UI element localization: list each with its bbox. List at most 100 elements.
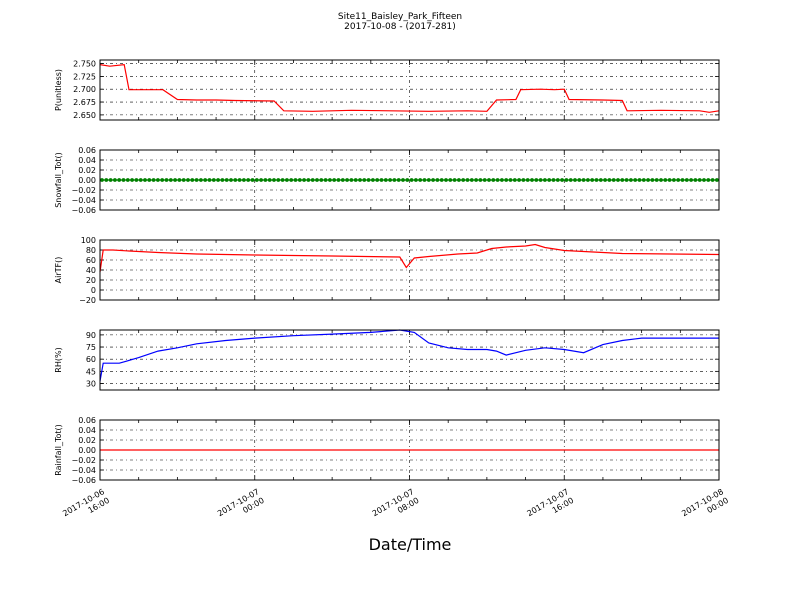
y-tick-label: −0.06 [71,206,96,215]
series-point [371,178,375,182]
x-axis-label: Date/Time [369,535,452,554]
y-tick-label: 0.06 [78,416,96,425]
series-point [568,178,573,182]
series-point [220,178,225,182]
panel-frame [99,59,720,121]
series-point [452,178,457,182]
series-point [263,178,268,182]
series-line [99,243,720,273]
series-point [474,178,478,182]
series-point [667,178,672,182]
series-point [525,178,530,182]
series-point [353,178,358,182]
series-point [233,178,238,182]
series-point [611,178,616,182]
series-point [100,178,104,182]
panel-frame [99,419,720,481]
series-point [469,178,474,182]
series-point [340,178,345,182]
series-point [586,178,590,182]
series-point [156,178,160,182]
series-point [113,178,117,182]
series-point [706,178,711,182]
series-point [555,178,560,182]
series-point [543,178,547,182]
series-point [646,178,650,182]
series-point [478,178,483,182]
series-point [224,178,229,182]
series-point [259,178,263,182]
series-point [573,178,577,182]
series-point [345,178,349,182]
series-point [237,178,242,182]
series-point [414,178,418,182]
series-point [310,178,315,182]
series-point [590,178,595,182]
series-point [594,178,599,182]
series-point [117,178,122,182]
series-point [620,178,625,182]
series-line [99,329,719,382]
series-point [328,178,332,182]
series-point [168,178,173,182]
series-point [598,178,603,182]
series-point [418,178,423,182]
series-point [177,178,182,182]
y-tick-label: 2.675 [73,98,96,107]
series-point [637,178,642,182]
panel-frame [99,239,720,301]
series-point [216,178,221,182]
series-point [104,178,109,182]
y-axis-label: RH(%) [54,347,63,372]
series-point [375,178,380,182]
panel-5: 0.060.040.020.00−0.02−0.04−0.06 Rainfall_… [54,416,730,518]
series-point [560,178,564,182]
y-tick-label: 45 [86,367,96,376]
y-tick-label: 0.02 [78,436,96,445]
series-point [254,178,259,182]
series-point [332,178,337,182]
series-point [538,178,543,182]
series-point [164,178,169,182]
y-axis-label: Rainfall_Tot() [54,424,63,476]
y-tick-label: 0.06 [78,146,96,155]
y-tick-label: 2.725 [73,72,96,81]
series-point [285,178,289,182]
series-point [684,178,689,182]
y-tick-label: 80 [86,246,96,255]
y-tick-label: 0.02 [78,166,96,175]
series-point [426,178,431,182]
series-point [672,178,676,182]
series-point [500,178,504,182]
series-point [211,178,216,182]
series-point [577,178,582,182]
y-tick-label: 2.650 [73,111,96,120]
series-point [439,178,444,182]
series-point [392,178,397,182]
series-point [121,178,126,182]
series-point [362,178,367,182]
series-point [401,178,405,182]
series-point [293,178,298,182]
y-tick-label: −0.02 [71,456,96,465]
y-axis-label: Snowfall_Tot() [54,152,63,208]
y-tick-label: 30 [86,380,96,389]
series-point [448,178,453,182]
series-point [250,178,255,182]
series-point [641,178,646,182]
series-point [302,178,306,182]
series-point [491,178,496,182]
y-tick-label: 2.700 [73,85,96,94]
series-point [151,178,156,182]
series-point [306,178,311,182]
y-tick-label: 90 [86,331,96,340]
series-point [676,178,681,182]
series-point [715,178,719,182]
y-tick-label: 60 [86,355,96,364]
series-point [581,178,586,182]
series-point [461,178,466,182]
series-point [190,178,195,182]
